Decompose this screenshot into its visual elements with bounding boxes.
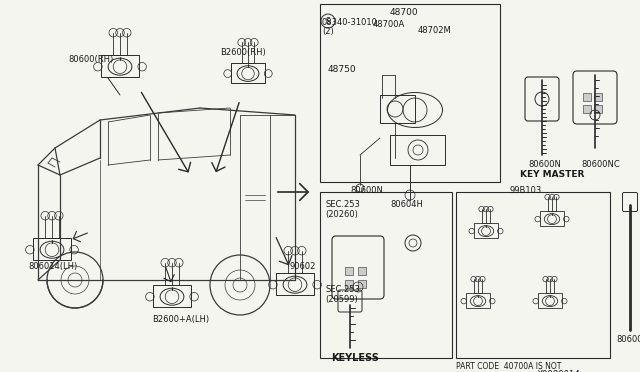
Bar [358,267,366,275]
Text: SEC.253
(20260): SEC.253 (20260) [325,200,360,219]
Bar [594,93,602,101]
Bar [345,267,353,275]
Text: S: S [325,17,330,26]
Text: 48700: 48700 [390,8,419,17]
Text: X9980014: X9980014 [536,370,580,372]
Text: 48702M: 48702M [418,26,452,35]
Bar [320,4,500,182]
Bar [456,192,610,358]
Text: 80600N: 80600N [350,186,383,195]
Text: KEYLESS: KEYLESS [331,353,379,363]
Bar [583,93,591,101]
Text: 80600N: 80600N [528,160,561,169]
Text: KEY MASTER: KEY MASTER [520,170,584,179]
Text: B2600+A(LH): B2600+A(LH) [152,315,209,324]
Bar [320,192,452,358]
Text: 80604H: 80604H [390,200,423,209]
Text: 99B103: 99B103 [510,186,542,195]
Text: B2600(RH): B2600(RH) [220,48,266,57]
Text: (2): (2) [322,27,333,36]
Text: 80600(RH): 80600(RH) [68,55,113,64]
Bar [594,105,602,113]
Text: 08340-31010: 08340-31010 [322,18,378,27]
Bar [583,105,591,113]
Text: 806014(LH): 806014(LH) [28,262,77,271]
Text: 80600NC: 80600NC [581,160,620,169]
Text: 90602: 90602 [290,262,316,271]
Text: PART CODE  40700A IS NOT
INCLUDED IN PART CODE 99B10S.: PART CODE 40700A IS NOT INCLUDED IN PART… [456,362,585,372]
Bar [358,280,366,288]
Bar [345,280,353,288]
Text: 80600NB: 80600NB [616,335,640,344]
Text: SEC.253
(20599): SEC.253 (20599) [325,285,360,304]
Text: 48700A: 48700A [373,20,405,29]
Text: 48750: 48750 [328,65,356,74]
Bar [380,95,415,123]
Bar [390,135,445,165]
